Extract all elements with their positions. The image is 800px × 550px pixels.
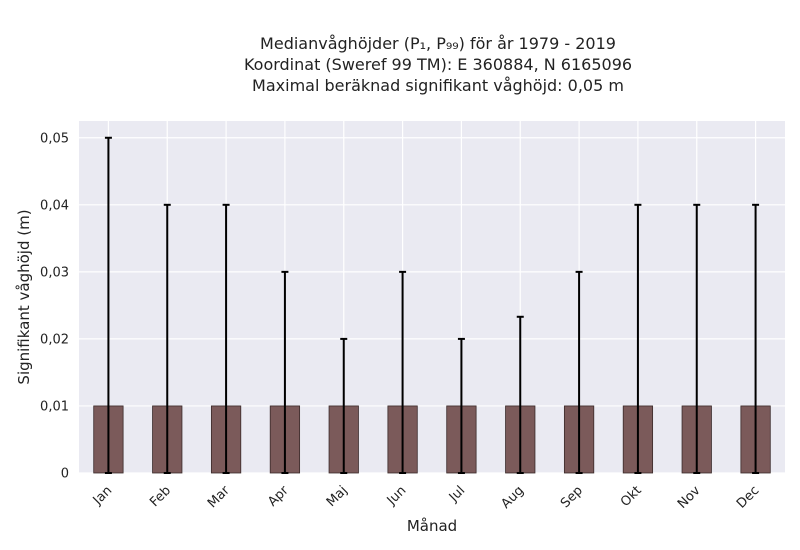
x-tick-label: Apr	[265, 483, 292, 510]
plot-area	[79, 121, 785, 473]
y-tick-label: 0	[61, 467, 69, 482]
error-bars	[104, 136, 760, 474]
x-tick-label: Aug	[499, 483, 528, 512]
chart-title-line-2: Koordinat (Sweref 99 TM): E 360884, N 61…	[243, 55, 633, 74]
x-tick-label: Okt	[618, 483, 645, 510]
chart-title-line-3: Maximal beräknad signifikant våghöjd: 0,…	[252, 76, 624, 95]
y-tick-label: 0,01	[40, 399, 69, 414]
x-tick-label: Feb	[147, 483, 174, 510]
x-tick-labels: Jan Feb Mar Apr Maj Jun Jul Aug Sep Okt Nov Dec	[90, 483, 763, 512]
x-tick-label: Mar	[205, 483, 233, 511]
x-tick-label: Jul	[446, 483, 468, 505]
chart-title-line-1: Medianvåghöjder (P₁, P₉₉) för år 1979 - …	[260, 34, 616, 53]
y-tick-label: 0,02	[40, 332, 69, 347]
x-tick-label: Jan	[90, 483, 115, 508]
y-tick-label: 0,05	[40, 131, 69, 146]
x-tick-label: Sep	[558, 483, 586, 511]
y-tick-labels: 0 0,01 0,02 0,03 0,04 0,05	[40, 131, 69, 481]
y-axis-label: Signifikant våghöjd (m)	[15, 209, 33, 384]
x-tick-label: Dec	[734, 483, 762, 511]
x-axis-label: Månad	[407, 517, 457, 535]
y-tick-label: 0,03	[40, 265, 69, 280]
x-tick-label: Nov	[675, 483, 704, 512]
y-tick-label: 0,04	[40, 198, 69, 213]
x-tick-label: Maj	[324, 483, 351, 510]
chart-title: Medianvåghöjder (P₁, P₉₉) för år 1979 - …	[0, 33, 800, 96]
x-tick-label: Jun	[384, 483, 410, 509]
